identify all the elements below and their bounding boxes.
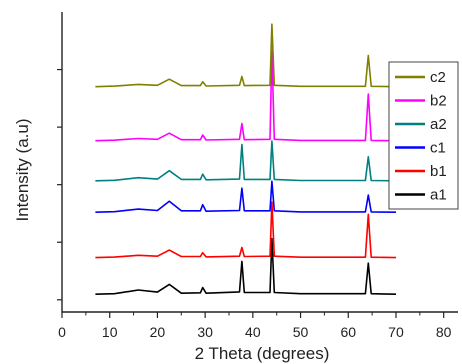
series-line-b1	[95, 201, 397, 259]
series-layer	[95, 23, 397, 295]
series-line-b2	[95, 49, 397, 142]
x-tick-label: 70	[388, 324, 404, 340]
x-tick-label: 10	[102, 324, 118, 340]
y-axis-label: Intensity (a.u)	[13, 119, 32, 222]
legend-label-c2: c2	[430, 69, 446, 86]
legend-label-a1: a1	[430, 187, 447, 204]
series-line-a2	[95, 140, 397, 182]
legend-label-c1: c1	[430, 140, 446, 157]
legend: c2 b2 a2 c1 b1 a1	[388, 61, 459, 210]
x-tick-label: 60	[340, 324, 356, 340]
x-tick-label: 80	[436, 324, 452, 340]
series-line-c1	[95, 180, 397, 213]
legend-box	[388, 61, 459, 210]
x-axis-label: 2 Theta (degrees)	[195, 344, 330, 363]
x-tick-label: 40	[245, 324, 261, 340]
legend-label-a2: a2	[430, 116, 447, 133]
x-tick-label: 50	[293, 324, 309, 340]
x-tick-label: 30	[197, 324, 213, 340]
legend-label-b2: b2	[430, 93, 447, 110]
x-axis-ticks: 0 10 20 30 40 50 60 70 80	[58, 312, 452, 340]
x-tick-label: 20	[150, 324, 166, 340]
series-line-a1	[95, 237, 397, 295]
series-line-c2	[95, 23, 397, 88]
legend-label-b1: b1	[430, 163, 447, 180]
y-axis-ticks	[57, 68, 62, 301]
x-tick-label: 0	[58, 324, 66, 340]
